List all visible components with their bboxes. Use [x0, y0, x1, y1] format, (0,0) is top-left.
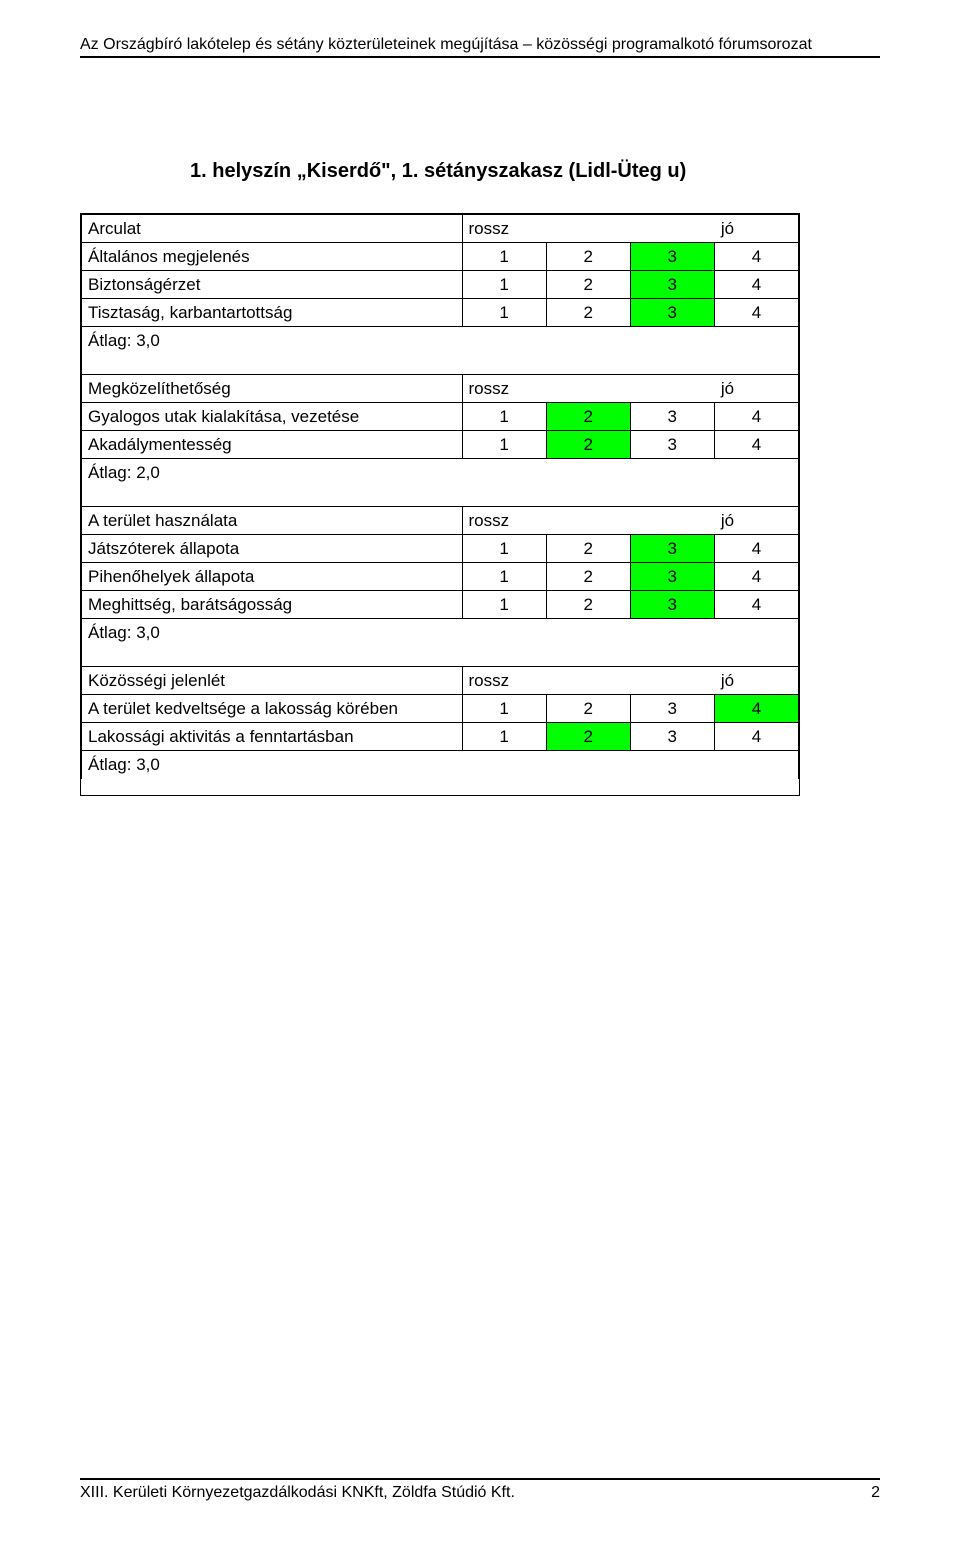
rating-cell: 3: [630, 243, 714, 271]
section-header-row: Közösségi jelenlétrossz jó: [82, 667, 799, 695]
rating-cell: 2: [546, 431, 630, 459]
rating-cell: 2: [546, 243, 630, 271]
rating-cell: 1: [462, 723, 546, 751]
page-title: 1. helyszín „Kiserdő", 1. sétányszakasz …: [190, 160, 880, 183]
rating-cell: 2: [546, 723, 630, 751]
rating-cell: 3: [630, 591, 714, 619]
footer-left: XIII. Kerületi Környezetgazdálkodási KNK…: [80, 1484, 515, 1502]
rating-cell: 3: [630, 299, 714, 327]
scale-label-rossz: rossz: [462, 215, 546, 243]
scale-label-jo: jó: [714, 667, 798, 695]
row-label: Meghittség, barátságosság: [82, 591, 463, 619]
main-content: 1. helyszín „Kiserdő", 1. sétányszakasz …: [80, 160, 880, 796]
average-row: Átlag: 3,0: [82, 619, 799, 647]
rating-cell: 4: [714, 723, 798, 751]
scale-label-jo: jó: [714, 215, 798, 243]
row-label: Általános megjelenés: [82, 243, 463, 271]
footer-page-number: 2: [871, 1484, 880, 1502]
rating-cell: 3: [630, 271, 714, 299]
average-row: Átlag: 3,0: [82, 327, 799, 355]
section-header-label: Közösségi jelenlét: [82, 667, 463, 695]
rating-cell: 4: [714, 563, 798, 591]
scale-label-jo: jó: [714, 507, 798, 535]
rating-cell: 3: [630, 403, 714, 431]
table-row: Pihenőhelyek állapota1234: [82, 563, 799, 591]
rating-cell: 3: [630, 723, 714, 751]
scale-label-jo: jó: [714, 375, 798, 403]
scale-label-rossz: rossz: [462, 375, 546, 403]
table-row: Tisztaság, karbantartottság1234: [82, 299, 799, 327]
row-label: Pihenőhelyek állapota: [82, 563, 463, 591]
rating-cell: 3: [630, 563, 714, 591]
table-row: Általános megjelenés1234: [82, 243, 799, 271]
rating-cell: 4: [714, 431, 798, 459]
average-row: Átlag: 2,0: [82, 459, 799, 487]
row-label: Tisztaság, karbantartottság: [82, 299, 463, 327]
rating-cell: 4: [714, 591, 798, 619]
table-row: Biztonságérzet1234: [82, 271, 799, 299]
section-header-row: Arculatrossz jó: [82, 215, 799, 243]
row-label: A terület kedveltsége a lakosság körében: [82, 695, 463, 723]
row-label: Akadálymentesség: [82, 431, 463, 459]
rating-table: ArculatrosszjóÁltalános megjelenés1234Bi…: [81, 214, 799, 779]
page-footer: XIII. Kerületi Környezetgazdálkodási KNK…: [80, 1478, 880, 1502]
page-header: Az Országbíró lakótelep és sétány közter…: [80, 36, 880, 58]
rating-cell: 2: [546, 535, 630, 563]
table-row: Lakossági aktivitás a fenntartásban1234: [82, 723, 799, 751]
table-row: Gyalogos utak kialakítása, vezetése1234: [82, 403, 799, 431]
rating-cell: 4: [714, 243, 798, 271]
rating-cell: 1: [462, 403, 546, 431]
average-row: Átlag: 3,0: [82, 751, 799, 779]
rating-cell: 1: [462, 431, 546, 459]
rating-cell: 4: [714, 535, 798, 563]
rating-cell: 2: [546, 299, 630, 327]
rating-cell: 3: [630, 431, 714, 459]
table-row: A terület kedveltsége a lakosság körében…: [82, 695, 799, 723]
rating-cell: 1: [462, 695, 546, 723]
rating-cell: 4: [714, 271, 798, 299]
rating-cell: 1: [462, 591, 546, 619]
section-header-label: Arculat: [82, 215, 463, 243]
rating-cell: 3: [630, 535, 714, 563]
row-label: Játszóterek állapota: [82, 535, 463, 563]
rating-table-wrap: ArculatrosszjóÁltalános megjelenés1234Bi…: [80, 213, 800, 796]
section-header-row: Megközelíthetőségrossz jó: [82, 375, 799, 403]
rating-cell: 1: [462, 563, 546, 591]
table-row: Meghittség, barátságosság1234: [82, 591, 799, 619]
section-header-label: A terület használata: [82, 507, 463, 535]
rating-cell: 2: [546, 695, 630, 723]
rating-cell: 2: [546, 403, 630, 431]
section-header-row: A terület használatarossz jó: [82, 507, 799, 535]
scale-label-rossz: rossz: [462, 507, 546, 535]
rating-cell: 4: [714, 403, 798, 431]
scale-label-rossz: rossz: [462, 667, 546, 695]
rating-cell: 1: [462, 243, 546, 271]
rating-cell: 4: [714, 695, 798, 723]
rating-cell: 1: [462, 299, 546, 327]
rating-cell: 1: [462, 535, 546, 563]
section-header-label: Megközelíthetőség: [82, 375, 463, 403]
rating-cell: 2: [546, 271, 630, 299]
row-label: Biztonságérzet: [82, 271, 463, 299]
rating-cell: 3: [630, 695, 714, 723]
row-label: Lakossági aktivitás a fenntartásban: [82, 723, 463, 751]
rating-cell: 4: [714, 299, 798, 327]
row-label: Gyalogos utak kialakítása, vezetése: [82, 403, 463, 431]
rating-cell: 2: [546, 591, 630, 619]
table-row: Akadálymentesség1234: [82, 431, 799, 459]
rating-cell: 1: [462, 271, 546, 299]
rating-cell: 2: [546, 563, 630, 591]
table-row: Játszóterek állapota1234: [82, 535, 799, 563]
